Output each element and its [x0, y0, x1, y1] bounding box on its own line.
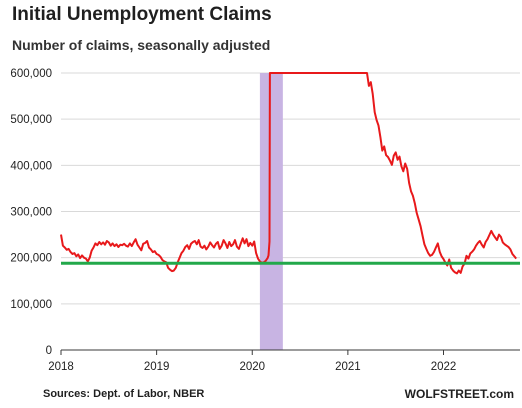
tick-labels: 0 100,000 200,000 300,000 400,000 500,000 600,… — [10, 68, 456, 373]
series-layer — [60, 72, 517, 275]
y-tick-label: 500,000 — [10, 114, 52, 126]
chart-title: Initial Unemployment Claims — [12, 4, 272, 25]
x-tick-label: 2022 — [431, 361, 457, 373]
y-tick-label: 100,000 — [10, 299, 52, 311]
x-tick-label: 2021 — [335, 361, 361, 373]
x-tick-label: 2019 — [144, 361, 170, 373]
y-tick-label: 0 — [46, 345, 52, 357]
chart-subtitle: Number of claims, seasonally adjusted — [12, 37, 271, 53]
axes — [60, 349, 520, 355]
y-tick-label: 400,000 — [10, 160, 52, 172]
y-tick-label: 300,000 — [10, 207, 52, 219]
recession-band — [259, 73, 283, 350]
y-tick-label: 200,000 — [10, 253, 52, 265]
source-note: Sources: Dept. of Labor, NBER — [43, 388, 205, 400]
brand-watermark: WOLFSTREET.com — [404, 387, 514, 401]
y-tick-label: 600,000 — [10, 68, 52, 80]
x-tick-label: 2020 — [239, 361, 265, 373]
recession-band-layer — [259, 73, 283, 350]
x-tick-label: 2018 — [48, 361, 74, 373]
series-line-0 — [60, 72, 517, 275]
